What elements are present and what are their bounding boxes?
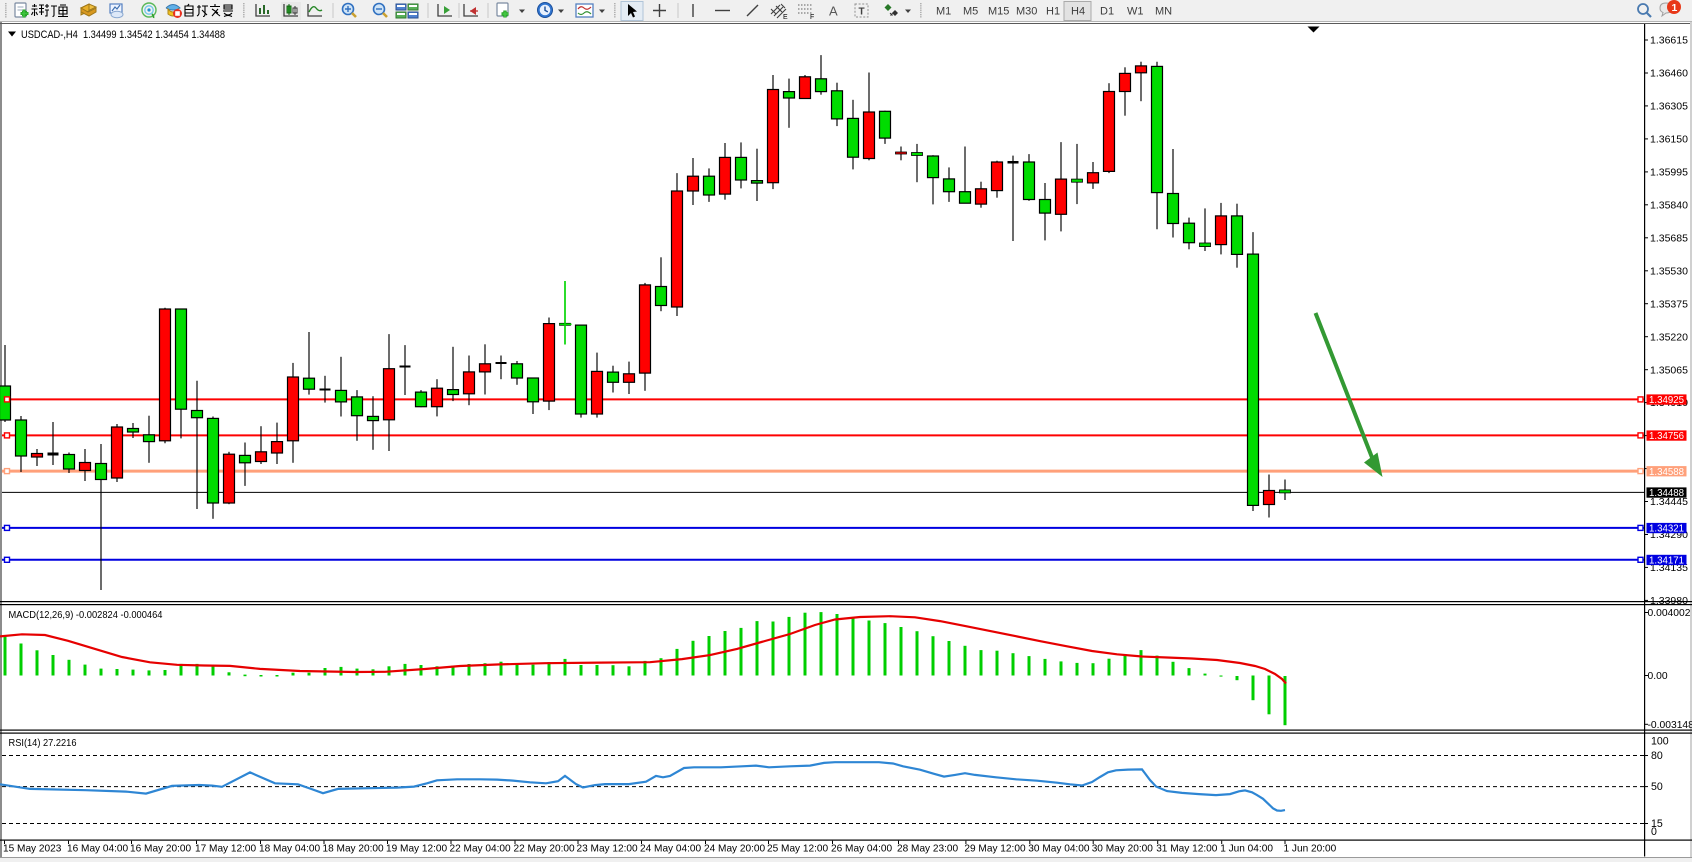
- svg-text:A: A: [829, 4, 838, 19]
- svg-text:1.35065: 1.35065: [1650, 364, 1688, 376]
- svg-text:15: 15: [1651, 818, 1663, 830]
- svg-text:1.35375: 1.35375: [1650, 298, 1688, 310]
- svg-text:1.35840: 1.35840: [1650, 199, 1688, 211]
- svg-text:1.35995: 1.35995: [1650, 167, 1688, 179]
- svg-text:28 May 23:00: 28 May 23:00: [897, 843, 959, 854]
- svg-text:25 May 12:00: 25 May 12:00: [767, 843, 829, 854]
- svg-text:1 Jun 20:00: 1 Jun 20:00: [1284, 843, 1337, 854]
- svg-text:M5: M5: [963, 6, 978, 18]
- svg-text:80: 80: [1651, 750, 1663, 762]
- svg-text:23 May 12:00: 23 May 12:00: [577, 843, 639, 854]
- svg-text:19 May 12:00: 19 May 12:00: [386, 843, 448, 854]
- svg-text:17 May 12:00: 17 May 12:00: [195, 843, 257, 854]
- svg-text:USDCAD-,H4 1.34499 1.34542 1.: USDCAD-,H4 1.34499 1.34542 1.34454 1.344…: [21, 29, 225, 41]
- svg-text:0: 0: [1651, 826, 1657, 838]
- svg-text:RSI(14) 27.2216: RSI(14) 27.2216: [9, 737, 77, 749]
- svg-text:0.004002: 0.004002: [1648, 608, 1691, 619]
- svg-text:50: 50: [1651, 781, 1663, 793]
- svg-text:1.34445: 1.34445: [1650, 496, 1688, 508]
- svg-text:1.33980: 1.33980: [1650, 595, 1688, 607]
- svg-text:M1: M1: [936, 6, 951, 18]
- svg-text:24 May 04:00: 24 May 04:00: [640, 843, 702, 854]
- svg-text:W1: W1: [1127, 6, 1144, 18]
- svg-text:16 May 04:00: 16 May 04:00: [67, 843, 129, 854]
- svg-text:0.00: 0.00: [1648, 671, 1668, 682]
- svg-text:MN: MN: [1155, 6, 1172, 18]
- svg-text:24 May 20:00: 24 May 20:00: [704, 843, 766, 854]
- svg-text:E: E: [783, 14, 788, 21]
- svg-text:1.35530: 1.35530: [1650, 265, 1688, 277]
- svg-text:18 May 20:00: 18 May 20:00: [323, 843, 385, 854]
- svg-text:22 May 20:00: 22 May 20:00: [514, 843, 576, 854]
- svg-text:1.34756: 1.34756: [1649, 431, 1684, 442]
- svg-text:F: F: [810, 14, 814, 21]
- svg-text:1: 1: [1672, 2, 1678, 14]
- svg-text:18 May 04:00: 18 May 04:00: [259, 843, 321, 854]
- svg-text:31 May 12:00: 31 May 12:00: [1156, 843, 1218, 854]
- svg-text:1.34588: 1.34588: [1649, 467, 1684, 478]
- svg-text:1 Jun 04:00: 1 Jun 04:00: [1220, 843, 1273, 854]
- svg-text:26 May 04:00: 26 May 04:00: [831, 843, 893, 854]
- svg-text:1.34321: 1.34321: [1649, 524, 1684, 535]
- svg-text:1.36460: 1.36460: [1650, 68, 1688, 80]
- svg-text:1.34171: 1.34171: [1649, 556, 1684, 567]
- svg-text:M30: M30: [1016, 6, 1037, 18]
- svg-text:T: T: [859, 7, 865, 18]
- svg-text:16 May 20:00: 16 May 20:00: [130, 843, 192, 854]
- svg-text:MACD(12,26,9) -0.002824 -0.000: MACD(12,26,9) -0.002824 -0.000464: [9, 609, 163, 621]
- svg-text:1.36615: 1.36615: [1650, 35, 1688, 47]
- svg-text:-0.003148: -0.003148: [1648, 720, 1692, 731]
- svg-text:1.35220: 1.35220: [1650, 331, 1688, 343]
- svg-text:15 May 2023: 15 May 2023: [3, 843, 62, 854]
- svg-text:100: 100: [1651, 736, 1669, 748]
- svg-text:30 May 04:00: 30 May 04:00: [1028, 843, 1090, 854]
- svg-text:1.35685: 1.35685: [1650, 232, 1688, 244]
- svg-text:H4: H4: [1071, 6, 1085, 18]
- svg-text:1.34925: 1.34925: [1649, 395, 1684, 406]
- svg-text:H1: H1: [1046, 6, 1060, 18]
- svg-text:29 May 12:00: 29 May 12:00: [964, 843, 1026, 854]
- svg-text:22 May 04:00: 22 May 04:00: [450, 843, 512, 854]
- svg-text:D1: D1: [1100, 6, 1114, 18]
- svg-text:1.36150: 1.36150: [1650, 134, 1688, 146]
- svg-text:M15: M15: [988, 6, 1009, 18]
- svg-text:1.36305: 1.36305: [1650, 101, 1688, 113]
- svg-text:1.34488: 1.34488: [1649, 488, 1684, 499]
- svg-text:30 May 20:00: 30 May 20:00: [1092, 843, 1154, 854]
